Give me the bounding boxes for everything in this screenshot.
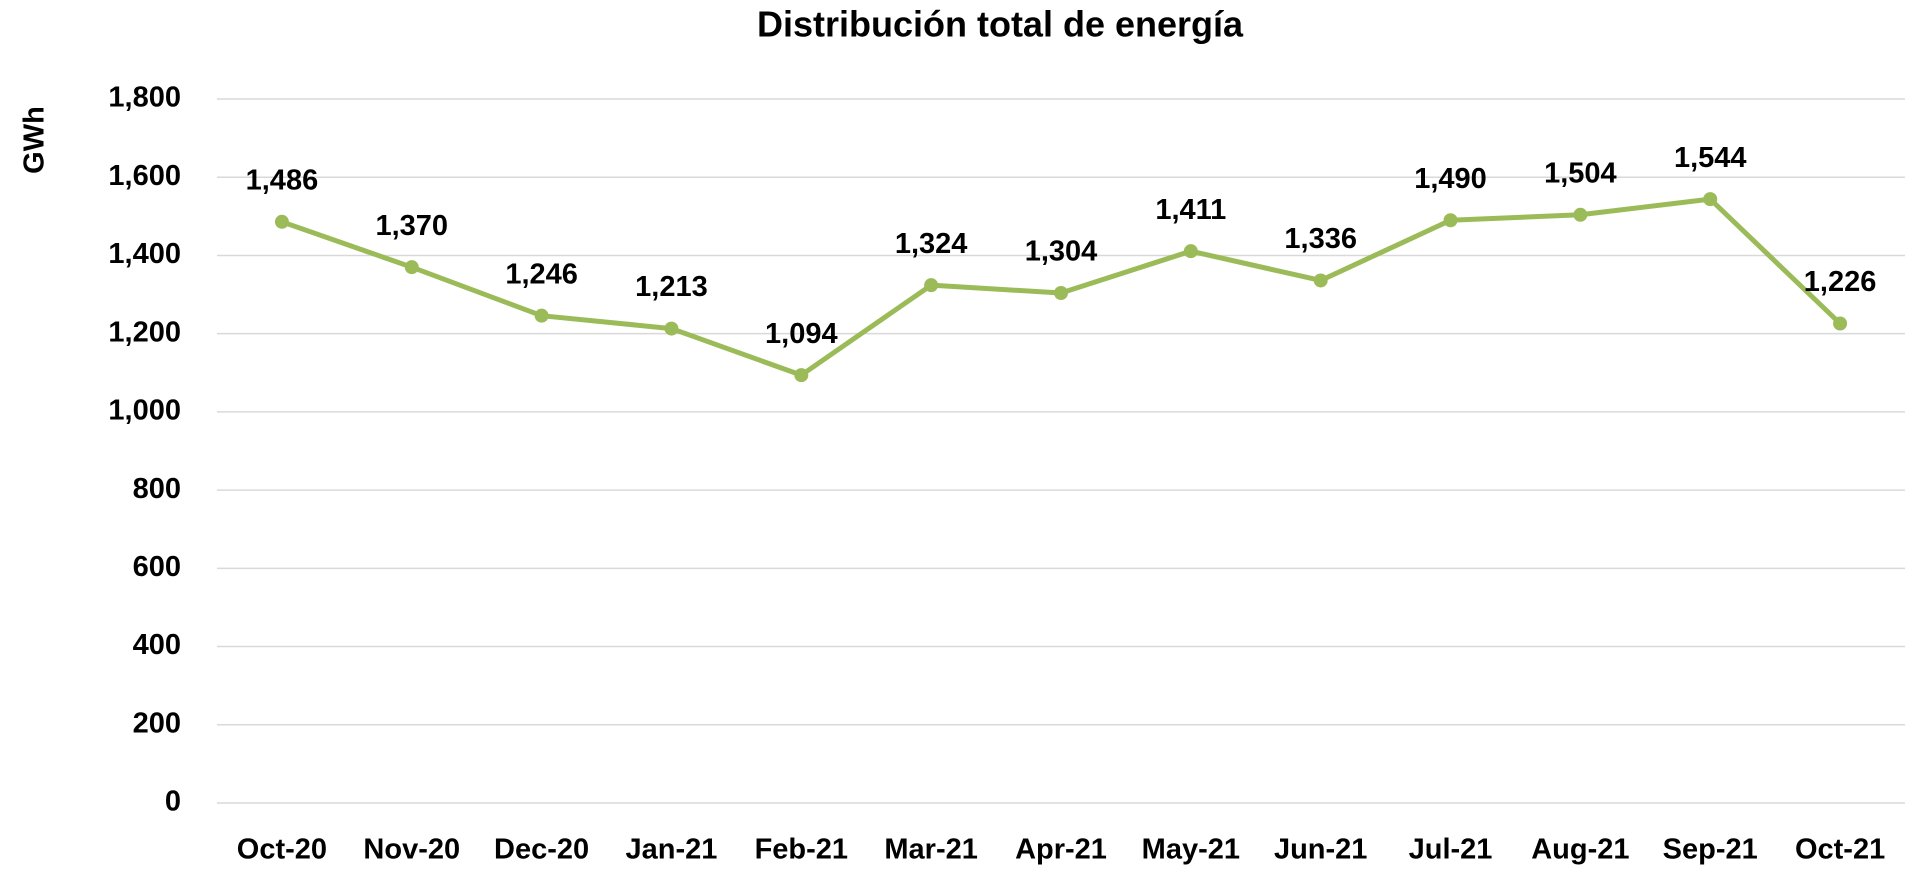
x-tick-label: Dec-20 bbox=[494, 834, 589, 866]
data-label: 1,213 bbox=[635, 271, 708, 303]
marker bbox=[664, 321, 679, 336]
y-tick-label: 200 bbox=[133, 707, 181, 739]
marker bbox=[924, 278, 939, 293]
y-tick-label: 1,400 bbox=[108, 238, 181, 270]
data-label: 1,544 bbox=[1674, 142, 1747, 174]
y-tick-label: 400 bbox=[133, 629, 181, 661]
data-label: 1,324 bbox=[895, 228, 968, 260]
x-tick-label: Aug-21 bbox=[1531, 834, 1629, 866]
x-tick-label: Apr-21 bbox=[1015, 834, 1107, 866]
x-tick-label: Oct-21 bbox=[1795, 834, 1885, 866]
x-tick-label: Jun-21 bbox=[1274, 834, 1367, 866]
marker bbox=[1313, 273, 1328, 288]
x-tick-label: Jul-21 bbox=[1409, 834, 1493, 866]
data-label: 1,304 bbox=[1025, 236, 1098, 268]
data-label: 1,490 bbox=[1414, 163, 1487, 195]
chart-title: Distribución total de energía bbox=[757, 4, 1244, 45]
y-tick-label: 0 bbox=[165, 786, 181, 818]
marker bbox=[1054, 285, 1068, 300]
data-label: 1,094 bbox=[765, 318, 838, 350]
x-tick-label: Mar-21 bbox=[884, 834, 978, 866]
x-tick-label: Feb-21 bbox=[755, 834, 848, 866]
y-tick-label: 600 bbox=[133, 551, 181, 583]
data-label: 1,226 bbox=[1804, 266, 1877, 298]
marker bbox=[274, 214, 289, 229]
y-tick-label: 1,000 bbox=[108, 395, 181, 427]
y-axis-label: GWh bbox=[19, 106, 51, 174]
data-label: 1,336 bbox=[1284, 223, 1357, 255]
marker bbox=[794, 368, 809, 383]
x-tick-label: Nov-20 bbox=[363, 834, 460, 866]
data-label: 1,246 bbox=[505, 258, 578, 290]
marker bbox=[534, 308, 549, 323]
x-tick-label: Jan-21 bbox=[626, 834, 718, 866]
marker bbox=[1573, 207, 1588, 222]
x-tick-label: Oct-20 bbox=[237, 834, 327, 866]
marker bbox=[1183, 244, 1198, 259]
y-tick-label: 1,800 bbox=[108, 82, 181, 114]
data-label: 1,411 bbox=[1155, 194, 1226, 226]
y-tick-label: 800 bbox=[133, 473, 181, 505]
y-tick-label: 1,200 bbox=[108, 316, 181, 348]
y-tick-label: 1,600 bbox=[108, 160, 181, 192]
x-tick-label: May-21 bbox=[1142, 834, 1240, 866]
marker bbox=[404, 260, 419, 275]
data-label: 1,504 bbox=[1544, 157, 1617, 189]
marker bbox=[1703, 192, 1718, 207]
x-tick-label: Sep-21 bbox=[1663, 834, 1758, 866]
data-label: 1,486 bbox=[246, 164, 319, 196]
marker bbox=[1833, 316, 1848, 331]
marker bbox=[1443, 213, 1458, 228]
data-label: 1,370 bbox=[375, 210, 448, 242]
